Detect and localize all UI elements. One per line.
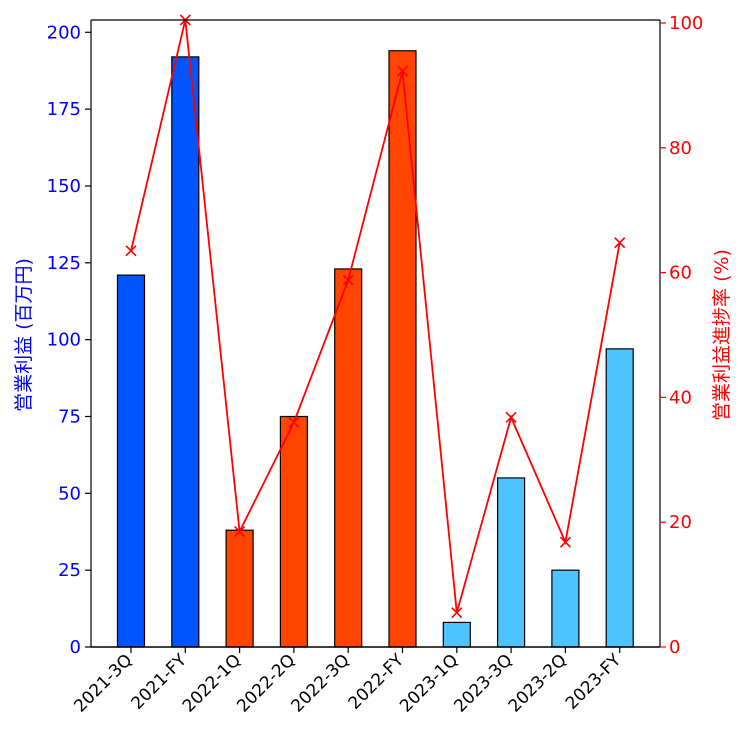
x-tick-label: 2023-FY <box>562 650 626 714</box>
progress-marker-2022-1Q <box>234 525 246 538</box>
x-tick-label: 2022-3Q <box>288 650 354 716</box>
progress-line-series <box>125 14 626 619</box>
progress-marker-2023-1Q <box>451 607 463 619</box>
right-tick-label: 20 <box>669 512 692 533</box>
left-tick-label: 25 <box>58 560 81 581</box>
x-tick-label: 2022-2Q <box>233 650 299 716</box>
progress-marker-2022-3Q <box>342 274 354 286</box>
right-tick-label: 60 <box>669 263 692 284</box>
left-tick-label: 125 <box>47 253 81 274</box>
bar-2021-3Q <box>116 274 146 648</box>
x-tick-label: 2023-1Q <box>396 650 462 716</box>
progress-marker-2023-FY <box>614 237 626 249</box>
left-y-ticks: 0 25 50 75 100 125 150 175 200 <box>47 22 91 658</box>
bar-series <box>116 50 634 648</box>
progress-line <box>130 19 621 613</box>
x-ticks: 2021-3Q2021-FY2022-1Q2022-2Q2022-3Q2022-… <box>70 647 626 717</box>
right-y-ticks: 0 20 40 60 80 100 <box>660 13 703 658</box>
left-tick-label: 100 <box>47 330 81 351</box>
progress-marker-2023-3Q <box>505 411 517 423</box>
progress-marker-2021-3Q <box>125 245 137 257</box>
left-y-axis-label: 営業利益 (百万円) <box>13 258 35 412</box>
bar-2023-FY <box>605 348 634 648</box>
left-tick-label: 150 <box>47 176 81 197</box>
bar-2023-1Q <box>442 621 471 648</box>
progress-marker-2023-2Q <box>559 536 571 548</box>
x-tick-label: 2022-1Q <box>179 650 245 716</box>
x-tick-label: 2021-3Q <box>70 650 136 716</box>
progress-marker-2022-2Q <box>288 416 300 428</box>
bar-2022-3Q <box>334 268 363 648</box>
progress-marker-2022-FY <box>396 65 409 77</box>
left-tick-label: 200 <box>47 22 81 43</box>
left-tick-label: 75 <box>58 406 81 427</box>
right-tick-label: 80 <box>669 138 692 159</box>
x-tick-label: 2023-3Q <box>450 650 516 716</box>
right-tick-label: 100 <box>669 13 703 34</box>
left-tick-label: 175 <box>47 99 81 120</box>
left-tick-label: 0 <box>70 637 81 658</box>
right-tick-label: 40 <box>669 387 692 408</box>
bar-2023-3Q <box>497 477 526 648</box>
bar-2022-1Q <box>225 529 254 648</box>
x-tick-label: 2023-2Q <box>505 650 571 716</box>
right-y-axis-label: 営業利益進捗率 (%) <box>711 249 733 421</box>
bar-2022-FY <box>388 50 417 648</box>
bar-2021-FY <box>171 56 200 648</box>
left-tick-label: 50 <box>58 483 81 504</box>
right-tick-label: 0 <box>669 637 680 658</box>
bar-2023-2Q <box>551 569 580 648</box>
bar-2022-2Q <box>279 415 308 648</box>
